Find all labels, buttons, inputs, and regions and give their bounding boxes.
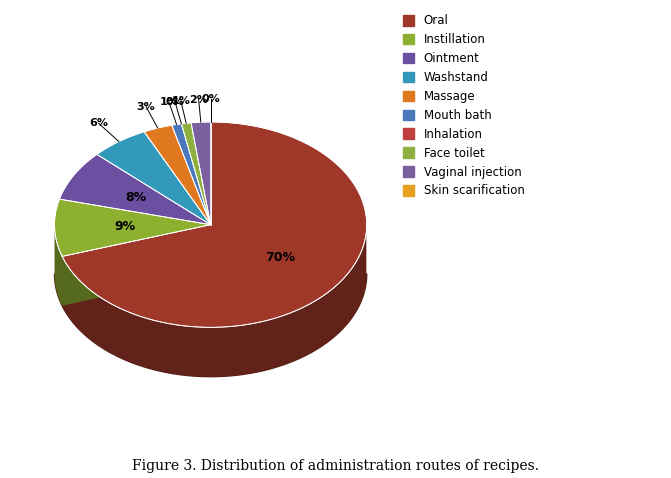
Polygon shape xyxy=(54,199,211,256)
Polygon shape xyxy=(60,154,211,225)
Text: 6%: 6% xyxy=(89,118,108,128)
Polygon shape xyxy=(97,132,211,225)
Polygon shape xyxy=(191,122,211,225)
Text: 70%: 70% xyxy=(265,251,295,264)
Text: 8%: 8% xyxy=(125,191,146,204)
Text: 9%: 9% xyxy=(114,220,136,233)
Legend: Oral, Instillation, Ointment, Washstand, Massage, Mouth bath, Inhalation, Face t: Oral, Instillation, Ointment, Washstand,… xyxy=(403,14,525,197)
Polygon shape xyxy=(62,225,211,306)
Polygon shape xyxy=(172,124,211,225)
Text: 3%: 3% xyxy=(137,102,156,112)
Polygon shape xyxy=(62,225,211,306)
Text: 0%: 0% xyxy=(201,94,220,104)
Text: Figure 3. Distribution of administration routes of recipes.: Figure 3. Distribution of administration… xyxy=(132,459,539,473)
Polygon shape xyxy=(144,125,211,225)
Polygon shape xyxy=(181,123,211,225)
Polygon shape xyxy=(54,274,367,377)
Text: 1%: 1% xyxy=(160,98,178,108)
Text: 2%: 2% xyxy=(189,95,208,105)
Polygon shape xyxy=(62,232,366,377)
Text: 0%: 0% xyxy=(166,97,185,107)
Polygon shape xyxy=(62,122,367,327)
Polygon shape xyxy=(54,226,62,306)
Text: 1%: 1% xyxy=(171,96,191,106)
